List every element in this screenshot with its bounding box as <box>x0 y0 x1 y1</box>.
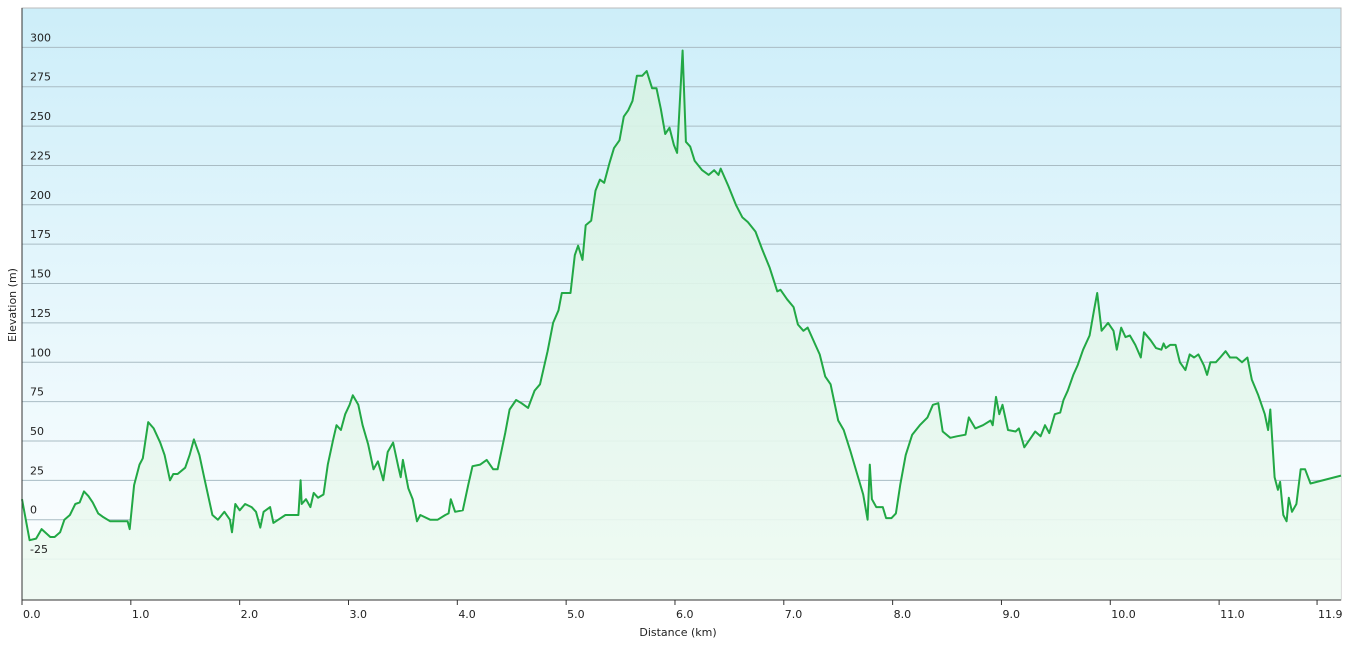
x-tick-label: 5.0 <box>567 608 585 621</box>
y-tick-label: 50 <box>30 425 44 438</box>
y-tick-label: 175 <box>30 228 51 241</box>
x-tick-label: 11.9 <box>1318 608 1343 621</box>
y-tick-label: 250 <box>30 110 51 123</box>
y-tick-label: 200 <box>30 189 51 202</box>
y-tick-label: 25 <box>30 464 44 477</box>
y-tick-label: 150 <box>30 268 51 281</box>
y-tick-label: 75 <box>30 386 44 399</box>
x-tick-label: 1.0 <box>132 608 150 621</box>
x-tick-label: 11.0 <box>1220 608 1245 621</box>
x-tick-label: 6.0 <box>676 608 694 621</box>
x-tick-label: 2.0 <box>241 608 259 621</box>
x-tick-label: 4.0 <box>458 608 476 621</box>
x-tick-label: 8.0 <box>894 608 912 621</box>
x-tick-label: 3.0 <box>349 608 367 621</box>
y-tick-label: 275 <box>30 71 51 84</box>
x-tick-label: 10.0 <box>1111 608 1136 621</box>
y-tick-label: 225 <box>30 149 51 162</box>
y-tick-label: 100 <box>30 346 51 359</box>
y-axis-title: Elevation (m) <box>6 268 19 342</box>
x-tick-label: 7.0 <box>785 608 803 621</box>
y-tick-label: 0 <box>30 504 37 517</box>
y-tick-label: 300 <box>30 31 51 44</box>
x-tick-label: 0.0 <box>23 608 41 621</box>
y-tick-label: -25 <box>30 543 48 556</box>
elevation-line <box>21 49 1342 542</box>
y-tick-label: 125 <box>30 307 51 320</box>
x-axis-title: Distance (km) <box>639 626 716 639</box>
area-fill <box>22 50 1341 600</box>
x-tick-label: 9.0 <box>1002 608 1020 621</box>
